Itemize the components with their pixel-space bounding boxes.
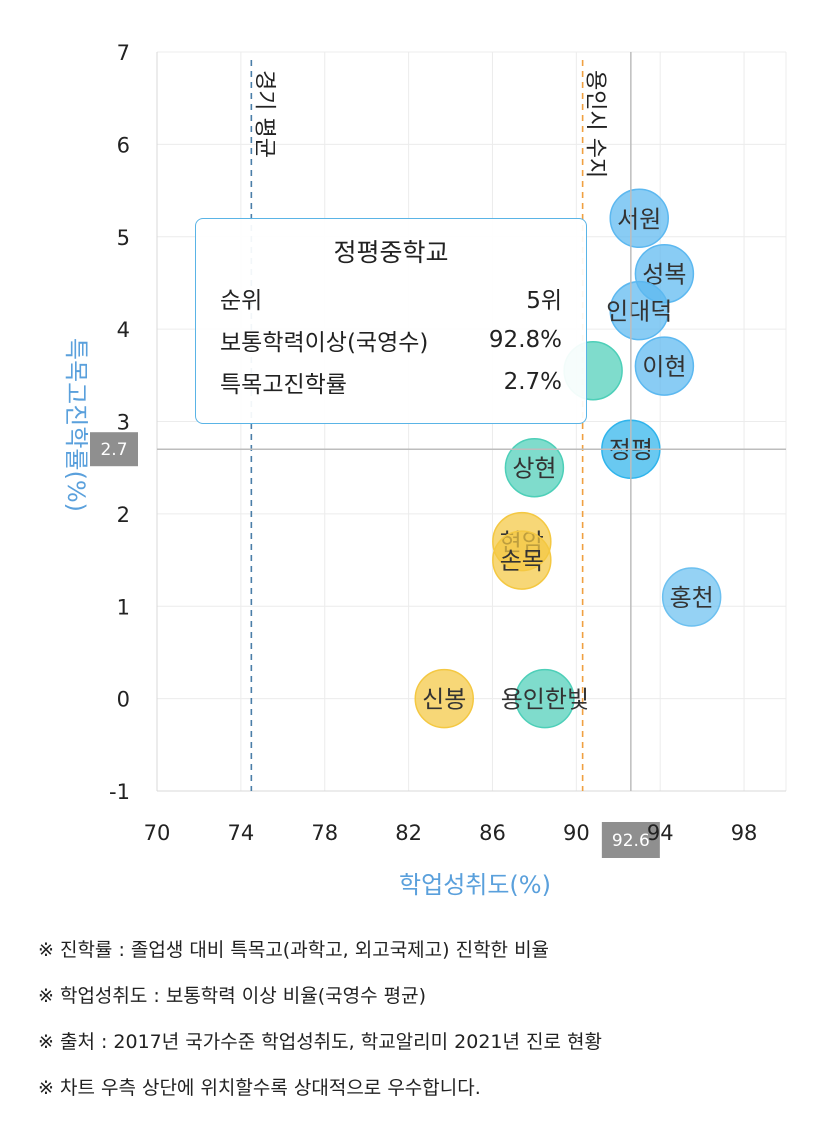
data-point[interactable] <box>609 280 669 341</box>
tooltip-title: 정평중학교 <box>333 238 449 267</box>
reference-line-label: 경기 평균 <box>251 70 276 158</box>
footnote-guide: ※ 차트 우측 상단에 위치할수록 상대적으로 우수합니다. <box>38 1077 481 1099</box>
y-tick-label: 4 <box>117 318 130 342</box>
tooltip-row-achievement: 보통학력이상(국영수) 92.8% <box>220 319 562 361</box>
cursor-x-value: 92.6 <box>612 831 650 851</box>
tooltip-admission-label: 특목고진학률 <box>220 372 347 398</box>
x-tick-label: 98 <box>731 821 758 845</box>
data-point-label: 손목 <box>500 547 544 575</box>
data-point[interactable] <box>515 668 575 729</box>
y-tick-label: 5 <box>117 226 130 250</box>
tooltip-row-rank: 순위 5위 <box>220 277 562 319</box>
y-tick-label: 7 <box>117 41 130 65</box>
data-point[interactable] <box>414 668 474 729</box>
data-point-label: 인대덕 <box>606 298 672 326</box>
x-tick-label: 74 <box>227 821 254 845</box>
data-point[interactable] <box>661 567 722 627</box>
footnotes: ※ 진학률 : 졸업생 대비 특목고(과학고, 외고국제고) 진학한 비율 ※ … <box>38 938 818 1122</box>
data-points[interactable]: 서원성복인대덕이현정평상현현암손목홍천신봉용인한빛 <box>414 188 722 729</box>
cursor-y-value: 2.7 <box>100 440 127 460</box>
footnote-source: ※ 출처 : 2017년 국가수준 학업성취도, 학교알리미 2021년 진로 … <box>38 1031 602 1053</box>
x-tick-label: 90 <box>563 821 590 845</box>
tooltip-rank-label: 순위 <box>220 288 263 314</box>
tooltip-admission-value: 2.7% <box>503 369 562 395</box>
axis-ticks: -1 0 1 2 3 4 5 6 7 70 74 78 82 86 90 94 98 <box>109 41 757 845</box>
footnote-admission-rate: ※ 진학률 : 졸업생 대비 특목고(과학고, 외고국제고) 진학한 비율 <box>38 939 550 961</box>
x-tick-label: 70 <box>144 821 171 845</box>
footnote-achievement: ※ 학업성취도 : 보통학력 이상 비율(국영수 평균) <box>38 985 427 1007</box>
reference-lines: 경기 평균 용인시 수지 <box>250 60 608 791</box>
data-point[interactable] <box>504 437 565 498</box>
x-tick-label: 94 <box>647 821 674 845</box>
x-tick-label: 78 <box>311 821 338 845</box>
x-tick-label: 86 <box>479 821 506 845</box>
data-point-label: 홍천 <box>670 584 714 612</box>
tooltip-achievement-value: 92.8% <box>488 327 562 353</box>
cursor-crosshair: 2.7 92.6 <box>90 52 786 858</box>
data-point-label: 용인한빛 <box>501 686 589 714</box>
cursor-x-badge <box>601 822 660 858</box>
y-axis-title: 특목고진학률(%) <box>62 338 90 512</box>
x-axis-title: 학업성취도(%) <box>399 871 551 899</box>
y-tick-label: 3 <box>117 411 130 435</box>
reference-line-label: 용인시 수지 <box>583 70 608 178</box>
data-point-label: 이현 <box>642 353 686 381</box>
tooltip-achievement-label: 보통학력이상(국영수) <box>220 330 429 356</box>
y-tick-label: 6 <box>117 133 130 157</box>
tooltip-row-admission: 특목고진학률 2.7% <box>220 361 562 403</box>
data-point[interactable] <box>609 188 669 249</box>
school-tooltip: 정평중학교 순위 5위 보통학력이상(국영수) 92.8% 특목고진학률 2.7… <box>195 218 587 424</box>
data-point-label: 신봉 <box>422 686 466 714</box>
y-tick-label: 0 <box>117 688 130 712</box>
tooltip-rank-value: 5위 <box>526 288 562 314</box>
data-point[interactable] <box>634 336 695 396</box>
data-point[interactable] <box>492 530 552 590</box>
cursor-y-badge <box>90 432 138 467</box>
data-point-label: 서원 <box>617 205 661 233</box>
data-point-label: 상현 <box>512 455 556 483</box>
y-tick-label: 2 <box>117 503 130 527</box>
x-tick-label: 82 <box>395 821 422 845</box>
y-tick-label: 1 <box>117 595 130 619</box>
y-tick-label: -1 <box>109 780 130 804</box>
